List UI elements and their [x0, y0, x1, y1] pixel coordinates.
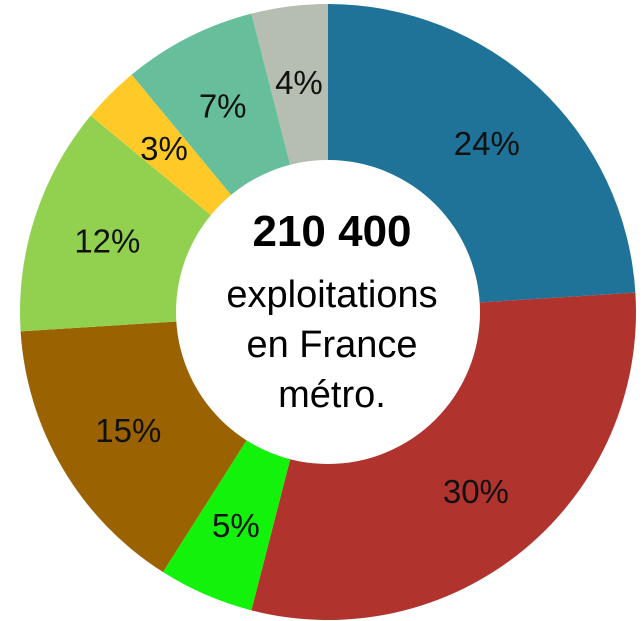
donut-hole	[176, 160, 480, 464]
slice-label-2: 30%	[443, 473, 509, 510]
slice-label-3: 5%	[212, 507, 260, 544]
slice-label-8: 4%	[275, 64, 323, 101]
center-line-1: exploitations	[226, 274, 437, 316]
slice-label-7: 7%	[199, 87, 247, 124]
slice-label-6: 3%	[140, 130, 188, 167]
slice-label-5: 12%	[74, 222, 140, 259]
center-number: 210 400	[252, 207, 411, 256]
slice-labels: 24% 30% 5% 15% 12% 3% 7% 4%	[74, 64, 520, 544]
slice-label-1: 24%	[454, 125, 520, 162]
center-line-2: en France	[246, 324, 417, 366]
center-line-3: métro.	[278, 374, 386, 416]
slice-label-4: 15%	[95, 412, 161, 449]
